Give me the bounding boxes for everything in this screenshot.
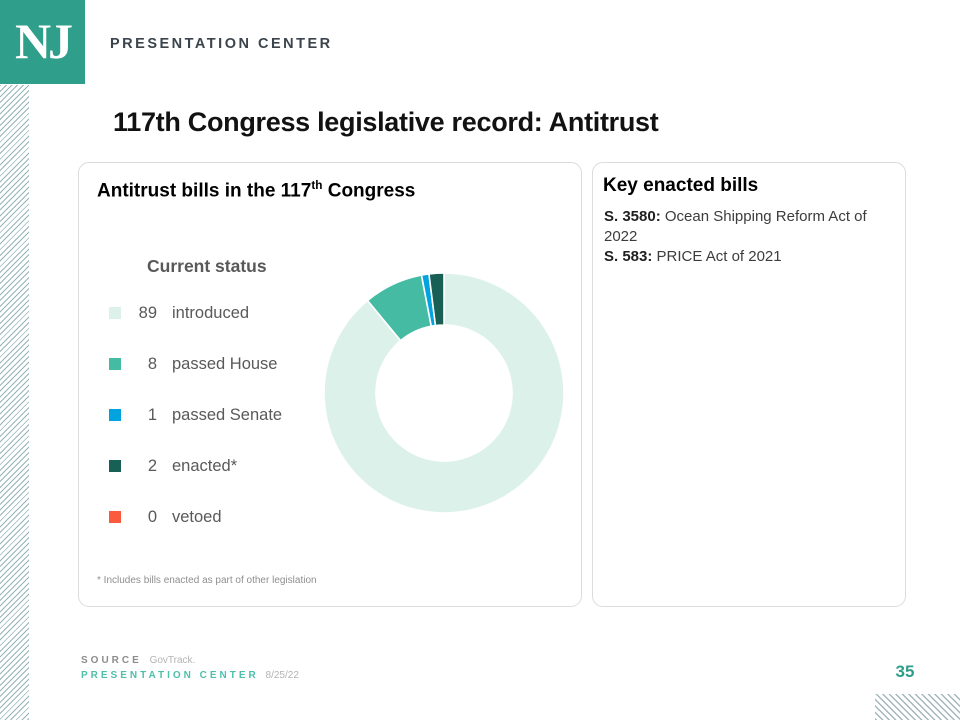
legend-item: 1 passed Senate	[109, 403, 282, 427]
source-label: SOURCE	[81, 655, 142, 666]
legend-label: passed Senate	[172, 405, 283, 424]
chart-card-title: Antitrust bills in the 117th Congress	[97, 179, 415, 202]
source-line: SOURCE GovTrack.	[81, 655, 195, 666]
legend-item: 0 vetoed	[109, 505, 282, 529]
legend-label: introduced	[172, 303, 250, 322]
donut-segment-introduced	[323, 272, 565, 514]
bill-number: S. 3580:	[604, 208, 661, 225]
footer-brand: PRESENTATION CENTER	[81, 670, 259, 681]
legend-label: passed House	[172, 354, 278, 373]
chart-card-title-suffix: Congress	[322, 180, 416, 202]
bill-number: S. 583:	[604, 248, 653, 265]
legend-value: 0	[147, 507, 157, 526]
legend-swatch	[109, 460, 121, 472]
legend-value: 8	[147, 354, 157, 373]
brand-name: PRESENTATION CENTER	[110, 36, 333, 52]
legend-value: 2	[147, 456, 157, 475]
legend-item: 89 introduced	[109, 301, 282, 325]
footer-brand-line: PRESENTATION CENTER 8/25/22	[81, 670, 299, 681]
legend-item: 8 passed House	[109, 352, 282, 376]
bottom-right-hatch-decoration	[875, 694, 960, 720]
legend-label: vetoed	[172, 507, 222, 526]
bills-card-title: Key enacted bills	[603, 175, 759, 196]
footer-date: 8/25/22	[265, 670, 299, 681]
nj-logo: NJ	[0, 0, 85, 84]
donut-chart	[323, 272, 565, 514]
legend-swatch	[109, 511, 121, 523]
left-hatch-decoration	[0, 85, 29, 720]
chart-legend: 89 introduced 8 passed House 1 passed Senate 2…	[109, 301, 282, 556]
nj-logo-text: NJ	[14, 13, 73, 69]
legend-value: 1	[147, 405, 157, 424]
chart-card-title-text: Antitrust bills in the 117	[97, 180, 312, 202]
page-number: 35	[895, 662, 915, 681]
legend-label: enacted*	[172, 456, 238, 475]
bill-name: PRICE Act of 2021	[652, 248, 782, 265]
page-title: 117th Congress legislative record: Antit…	[113, 107, 659, 137]
key-bills-card: Key enacted bills S. 3580: Ocean Shippin…	[592, 162, 906, 607]
legend-value: 89	[138, 303, 157, 322]
bill-name: Ocean Shipping Reform Act of 2022	[604, 208, 867, 245]
legend-title: Current status	[147, 256, 267, 276]
legend-swatch	[109, 409, 121, 421]
legend-swatch	[109, 307, 121, 319]
source-value: GovTrack.	[149, 655, 196, 666]
bill-item: S. 583: PRICE Act of 2021	[604, 247, 896, 267]
legend-swatch	[109, 358, 121, 370]
bill-item: S. 3580: Ocean Shipping Reform Act of 20…	[604, 207, 896, 247]
donut-segment-enacted-	[428, 272, 445, 327]
bills-list: S. 3580: Ocean Shipping Reform Act of 20…	[604, 207, 896, 267]
chart-footnote: * Includes bills enacted as part of othe…	[97, 575, 317, 586]
chart-card-title-superscript: th	[311, 179, 323, 192]
legend-item: 2 enacted*	[109, 454, 282, 478]
chart-card: Antitrust bills in the 117th Congress Cu…	[78, 162, 582, 607]
